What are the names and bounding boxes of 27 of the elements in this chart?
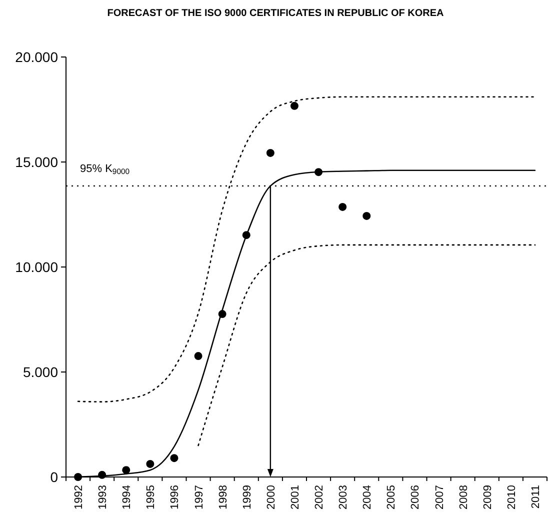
x-tick-label: 1996 xyxy=(169,485,182,510)
x-tick-label: 1993 xyxy=(97,485,110,510)
x-tick-label: 2004 xyxy=(362,485,374,510)
y-tick-label: 15.000 xyxy=(15,154,58,170)
x-tick-label: 1997 xyxy=(193,485,206,510)
x-tick-label: 2007 xyxy=(434,485,446,510)
x-tick-label: 2000 xyxy=(265,485,278,510)
x-tick-label: 1999 xyxy=(241,485,254,510)
x-tick-label: 2001 xyxy=(289,485,302,510)
y-tick-label: 0 xyxy=(50,468,58,485)
x-tick-label: 1994 xyxy=(121,485,134,510)
y-tick-label: 5.000 xyxy=(22,364,58,380)
x-tick-label: 2008 xyxy=(458,485,470,510)
x-tick-label: 2009 xyxy=(482,485,494,510)
y-tick-label: 10.000 xyxy=(15,258,58,275)
x-tick-label: 1992 xyxy=(73,485,86,510)
x-tick-label: 2005 xyxy=(386,485,398,510)
x-tick-label: 2011 xyxy=(530,485,542,509)
chart-title: FORECAST OF THE ISO 9000 CERTIFICATES IN REPUBLIC OF KOREA xyxy=(107,8,444,19)
x-tick-label: 2002 xyxy=(314,485,326,510)
x-tick-label: 2010 xyxy=(506,485,518,510)
x-tick-label: 2003 xyxy=(338,485,350,510)
x-tick-label: 1998 xyxy=(217,485,230,510)
x-tick-label: 1995 xyxy=(145,485,158,510)
y-tick-label: 20.000 xyxy=(15,48,58,65)
ref-line-label: 95% K$_{9000}$ xyxy=(80,162,130,176)
x-tick-label: 2006 xyxy=(410,485,422,510)
